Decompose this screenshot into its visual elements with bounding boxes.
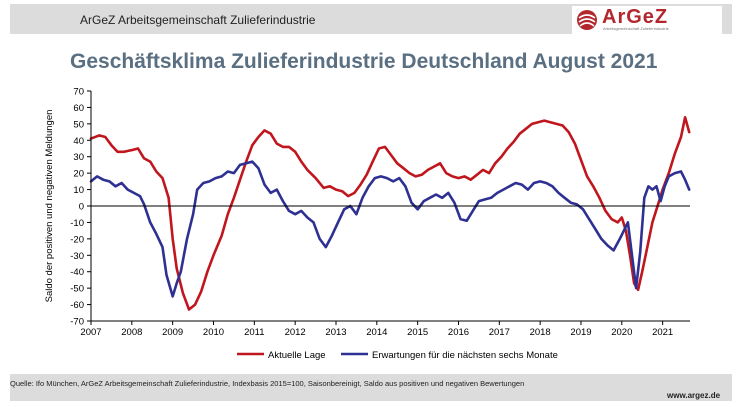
- header-org-text: ArGeZ Arbeitsgemeinschaft Zulieferindust…: [80, 13, 316, 27]
- x-tick-label: 2021: [652, 327, 673, 338]
- y-tick-label: -70: [70, 317, 84, 328]
- legend-label-lage: Aktuelle Lage: [268, 350, 326, 361]
- y-tick-label: -60: [70, 300, 84, 311]
- y-tick-label: 10: [73, 185, 84, 196]
- axes: [90, 91, 690, 322]
- y-tick-label: -20: [70, 234, 84, 245]
- website-link[interactable]: www.argez.de: [667, 391, 721, 400]
- y-tick-label: -30: [70, 251, 84, 262]
- legend-label-erwartungen: Erwartungen für die nächsten sechs Monat…: [372, 350, 558, 361]
- argez-logo-icon: [577, 10, 597, 30]
- y-axis-title: Saldo der positiven und negativen Meldun…: [44, 110, 55, 303]
- x-tick-label: 2014: [366, 327, 387, 338]
- x-axis-ticks: 2007 2008 2009 2010 2011 2012 2013 2014 2015 2016…: [80, 321, 673, 338]
- argez-logo: ArGeZ Arbeitsgemeinschaft Zulieferindust…: [572, 6, 722, 34]
- x-tick-label: 2015: [407, 327, 428, 338]
- logo-subtitle: Arbeitsgemeinschaft Zulieferindustrie: [603, 26, 669, 31]
- x-tick-label: 2018: [530, 327, 551, 338]
- x-tick-label: 2017: [489, 327, 510, 338]
- x-tick-label: 2019: [570, 327, 591, 338]
- series-line-erwartungen: [89, 160, 691, 298]
- series-line-lage: [89, 116, 691, 311]
- y-tick-label: 50: [73, 119, 84, 130]
- y-tick-label: 70: [73, 87, 84, 98]
- logo-name: ArGeZ: [602, 6, 669, 28]
- y-tick-label: -10: [70, 218, 84, 229]
- y-tick-label: -40: [70, 267, 84, 278]
- series-lines: [89, 116, 691, 311]
- y-tick-label: 0: [79, 202, 84, 213]
- y-tick-label: 30: [73, 152, 84, 163]
- legend: Aktuelle Lage Erwartungen für die nächst…: [237, 350, 558, 361]
- x-tick-label: 2009: [162, 327, 183, 338]
- x-tick-label: 2010: [203, 327, 224, 338]
- x-tick-label: 2007: [80, 327, 101, 338]
- y-tick-label: 60: [73, 103, 84, 114]
- x-tick-label: 2012: [285, 327, 306, 338]
- y-axis-ticks: -70 -60 -50 -40 -30 -20 -10 0 10 20 30 40 50 60 70: [70, 87, 91, 328]
- y-tick-label: 40: [73, 136, 84, 147]
- chart-title: Geschäftsklima Zulieferindustrie Deutsch…: [70, 50, 658, 73]
- x-tick-label: 2020: [611, 327, 632, 338]
- x-tick-label: 2008: [121, 327, 142, 338]
- y-tick-label: -50: [70, 284, 84, 295]
- x-tick-label: 2013: [325, 327, 346, 338]
- footer-bar: [10, 374, 732, 401]
- source-note: Quelle: Ifo München, ArGeZ Arbeitsgemein…: [10, 379, 525, 388]
- y-tick-label: 20: [73, 169, 84, 180]
- x-tick-label: 2016: [448, 327, 469, 338]
- x-tick-label: 2011: [244, 327, 264, 338]
